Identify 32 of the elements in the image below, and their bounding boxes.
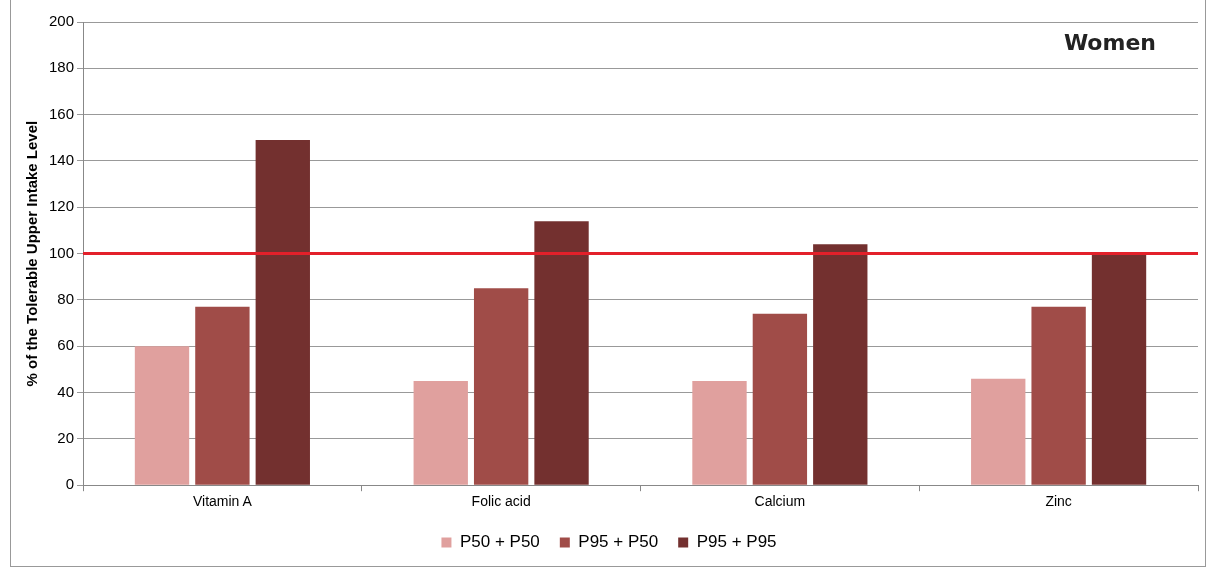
y-tick-label: 140 xyxy=(49,151,75,169)
bar xyxy=(195,306,250,485)
bar xyxy=(473,288,529,485)
y-tick-label: 60 xyxy=(57,336,75,354)
bar xyxy=(692,380,747,485)
legend-label: P50 + P50 xyxy=(459,532,540,552)
bar xyxy=(534,221,589,485)
y-tick-label: 160 xyxy=(49,104,75,122)
bar xyxy=(1091,253,1147,485)
bar xyxy=(413,380,468,485)
bar xyxy=(1031,306,1086,485)
y-tick-label: 20 xyxy=(57,429,75,447)
y-tick-label: 0 xyxy=(65,475,75,493)
bar xyxy=(971,378,1026,485)
x-tick-label: Zinc xyxy=(1045,493,1072,510)
x-tick-label: Folic acid xyxy=(471,493,531,510)
legend-label: P95 + P50 xyxy=(578,532,659,552)
x-tick-label: Vitamin A xyxy=(192,493,253,510)
y-tick-label: 40 xyxy=(57,382,75,400)
y-tick-label: 200 xyxy=(49,12,75,30)
y-tick-label: 80 xyxy=(57,290,75,308)
x-tick-label: Calcium xyxy=(754,493,806,510)
y-axis-title: % of the Tolerable Upper Intake Level xyxy=(23,120,41,387)
y-tick-label: 100 xyxy=(49,243,75,261)
bar xyxy=(134,346,190,485)
legend-label: P95 + P95 xyxy=(696,532,777,552)
y-tick-label: 180 xyxy=(49,58,75,76)
y-tick-label: 120 xyxy=(49,197,75,215)
bar xyxy=(752,313,808,485)
bar xyxy=(813,244,868,485)
bar xyxy=(255,140,310,485)
annotation: Women xyxy=(1063,29,1156,55)
